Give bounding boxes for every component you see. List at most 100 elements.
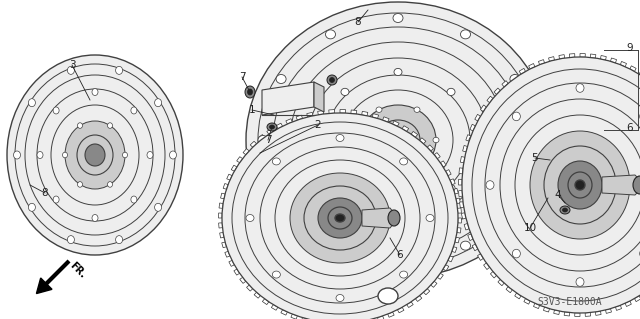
Polygon shape [317, 111, 324, 115]
Ellipse shape [116, 66, 123, 74]
Ellipse shape [77, 135, 113, 175]
Ellipse shape [510, 197, 520, 205]
Text: 7: 7 [239, 72, 245, 82]
Polygon shape [291, 314, 298, 319]
Ellipse shape [122, 152, 127, 158]
Polygon shape [419, 138, 426, 144]
Ellipse shape [399, 158, 408, 165]
Ellipse shape [461, 30, 470, 39]
Polygon shape [415, 296, 422, 301]
Polygon shape [329, 110, 335, 114]
Ellipse shape [273, 271, 280, 278]
Ellipse shape [336, 294, 344, 301]
Ellipse shape [433, 137, 439, 143]
Ellipse shape [576, 278, 584, 286]
Ellipse shape [273, 27, 523, 253]
Ellipse shape [393, 13, 403, 23]
Polygon shape [267, 129, 273, 134]
Polygon shape [490, 271, 497, 278]
Ellipse shape [108, 182, 113, 187]
Ellipse shape [394, 204, 402, 211]
Polygon shape [600, 56, 606, 60]
Ellipse shape [290, 173, 390, 263]
Polygon shape [271, 305, 278, 310]
Ellipse shape [318, 198, 362, 238]
Polygon shape [519, 68, 525, 74]
Polygon shape [286, 119, 292, 124]
Polygon shape [372, 114, 379, 118]
Polygon shape [452, 247, 457, 252]
Ellipse shape [336, 135, 344, 142]
Polygon shape [458, 208, 461, 213]
Ellipse shape [276, 197, 286, 205]
Polygon shape [611, 58, 616, 63]
Ellipse shape [258, 136, 268, 145]
Polygon shape [602, 175, 640, 195]
Ellipse shape [341, 184, 349, 192]
Polygon shape [428, 145, 433, 151]
Ellipse shape [538, 175, 562, 201]
Ellipse shape [170, 151, 177, 159]
Ellipse shape [15, 64, 175, 246]
Ellipse shape [472, 69, 640, 301]
Polygon shape [529, 63, 535, 69]
Ellipse shape [245, 133, 435, 303]
Ellipse shape [547, 209, 552, 215]
Polygon shape [229, 260, 234, 266]
Polygon shape [457, 228, 461, 233]
Polygon shape [378, 316, 384, 319]
Ellipse shape [63, 152, 67, 158]
Ellipse shape [222, 113, 458, 319]
Polygon shape [223, 183, 228, 189]
Polygon shape [218, 213, 222, 218]
Polygon shape [464, 224, 469, 230]
Text: 7: 7 [265, 135, 271, 145]
Ellipse shape [558, 161, 602, 209]
Text: 3: 3 [68, 60, 76, 70]
Polygon shape [362, 111, 368, 116]
Polygon shape [515, 293, 521, 299]
Ellipse shape [399, 271, 408, 278]
Ellipse shape [273, 158, 280, 165]
Polygon shape [448, 256, 453, 262]
Polygon shape [484, 263, 490, 270]
Ellipse shape [576, 84, 584, 92]
Ellipse shape [528, 164, 572, 212]
Polygon shape [459, 168, 463, 174]
Ellipse shape [500, 99, 640, 271]
Ellipse shape [65, 121, 125, 189]
Ellipse shape [485, 83, 640, 287]
Ellipse shape [360, 105, 436, 175]
Polygon shape [506, 286, 512, 293]
Ellipse shape [357, 137, 363, 143]
Polygon shape [392, 121, 399, 126]
Ellipse shape [108, 123, 113, 128]
Ellipse shape [308, 58, 488, 222]
Ellipse shape [116, 236, 123, 244]
Polygon shape [262, 299, 269, 305]
Polygon shape [564, 312, 570, 316]
Ellipse shape [414, 107, 420, 112]
Ellipse shape [28, 99, 35, 107]
Polygon shape [459, 190, 463, 197]
Polygon shape [468, 234, 473, 241]
Polygon shape [220, 233, 224, 238]
Polygon shape [388, 312, 394, 317]
Polygon shape [487, 96, 493, 103]
Ellipse shape [25, 75, 165, 235]
Ellipse shape [232, 122, 448, 314]
Polygon shape [402, 126, 409, 131]
Ellipse shape [341, 88, 349, 95]
Polygon shape [534, 303, 540, 308]
Polygon shape [458, 218, 461, 223]
Polygon shape [543, 307, 550, 312]
Polygon shape [477, 254, 483, 260]
Ellipse shape [388, 210, 400, 226]
Ellipse shape [510, 75, 520, 84]
Ellipse shape [328, 207, 352, 229]
Text: 4: 4 [555, 190, 561, 200]
Ellipse shape [37, 152, 43, 159]
Polygon shape [250, 141, 257, 147]
Text: 10: 10 [524, 223, 536, 233]
Ellipse shape [515, 115, 640, 255]
